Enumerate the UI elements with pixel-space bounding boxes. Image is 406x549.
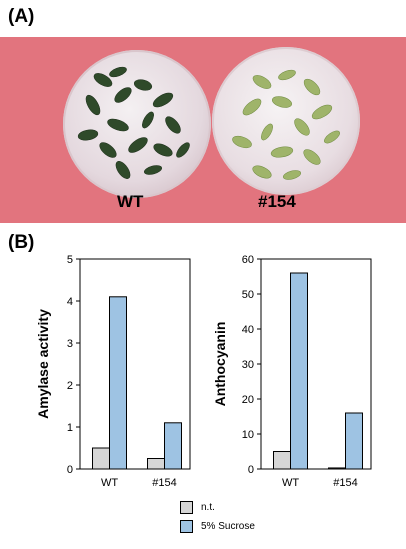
legend-item-nt: n.t.	[180, 498, 255, 517]
anthocyanin-x-tick-label: WT	[282, 477, 299, 489]
amylase-y-tick-label: 0	[67, 464, 73, 476]
anthocyanin-bar-nt-wt	[273, 451, 291, 470]
wt-seedlings	[77, 66, 190, 179]
amylase-y-tick-label: 3	[67, 338, 73, 350]
amylase-chart: 0 1 2 3 4 5 Amylase activity WT #154	[35, 254, 191, 489]
legend-label-sucrose: 5% Sucrose	[201, 521, 255, 532]
anthocyanin-bar-sucrose-wt	[290, 272, 308, 470]
amylase-x-tick-label: WT	[101, 477, 118, 489]
anthocyanin-y-tick-label: 20	[242, 394, 254, 406]
legend-swatch-nt	[180, 501, 193, 514]
legend-label-nt: n.t.	[201, 502, 215, 513]
anthocyanin-y-tick-label: 0	[248, 464, 254, 476]
photo-label-154: #154	[258, 192, 296, 211]
anthocyanin-bar-nt-154	[328, 467, 346, 470]
anthocyanin-y-tick-label: 50	[242, 289, 254, 301]
panel-label-a: (A)	[8, 6, 35, 27]
anthocyanin-x-tick-label: #154	[333, 477, 357, 489]
amylase-y-tick-label: 2	[67, 380, 73, 392]
legend: n.t. 5% Sucrose	[180, 498, 255, 536]
anthocyanin-chart: 0 10 20 30 40 50 60 Anthocyanin WT #154	[212, 254, 372, 489]
amylase-y-axis-label: Amylase activity	[35, 309, 51, 419]
amylase-y-tick-label: 1	[67, 422, 73, 434]
anthocyanin-y-tick-label: 60	[242, 254, 254, 266]
legend-swatch-sucrose	[180, 520, 193, 533]
petri-dish-wt	[63, 50, 211, 198]
anthocyanin-y-tick-label: 30	[242, 359, 254, 371]
anthocyanin-y-tick-label: 10	[242, 429, 254, 441]
amylase-y-tick-label: 4	[67, 296, 73, 308]
anthocyanin-y-tick-label: 40	[242, 324, 254, 336]
panel-label-b: (B)	[8, 232, 35, 253]
amylase-x-tick-label: #154	[152, 477, 176, 489]
anthocyanin-bar-sucrose-154	[345, 412, 363, 470]
anthocyanin-y-axis-label: Anthocyanin	[212, 322, 228, 407]
petri-dish-154	[212, 47, 360, 195]
amylase-y-tick-label: 5	[67, 254, 73, 266]
amylase-bar-nt-154	[147, 458, 165, 470]
amylase-bar-sucrose-wt	[109, 296, 127, 470]
amylase-bar-nt-wt	[92, 447, 110, 470]
amylase-bar-sucrose-154	[164, 422, 182, 470]
photo-label-wt: WT	[117, 192, 144, 211]
plant-photo: WT #154	[0, 37, 406, 223]
mutant-seedlings	[232, 69, 340, 180]
amylase-plot-frame	[79, 258, 191, 470]
legend-item-sucrose: 5% Sucrose	[180, 517, 255, 536]
